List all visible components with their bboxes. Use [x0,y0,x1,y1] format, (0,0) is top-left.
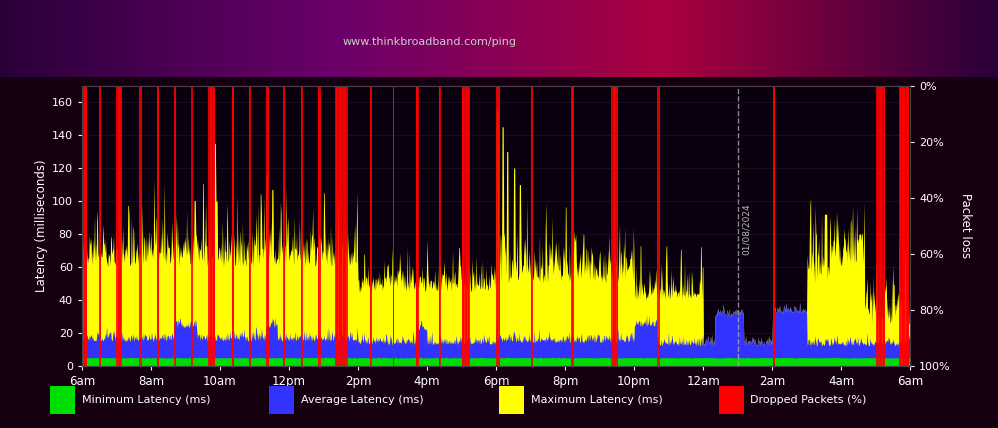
Y-axis label: Latency (milliseconds): Latency (milliseconds) [35,160,48,292]
Bar [269,386,294,414]
Bar [499,386,524,414]
Text: 01/08/2024: 01/08/2024 [742,203,750,255]
Text: Minimum Latency (ms): Minimum Latency (ms) [82,395,211,405]
Y-axis label: Packet loss: Packet loss [959,193,972,259]
Text: www.thinkbroadband.com/ping: www.thinkbroadband.com/ping [342,37,516,48]
Text: Average Latency (ms): Average Latency (ms) [301,395,424,405]
Bar [719,386,744,414]
Bar [50,386,75,414]
Text: Dropped Packets (%): Dropped Packets (%) [750,395,867,405]
Text: Maximum Latency (ms): Maximum Latency (ms) [531,395,663,405]
